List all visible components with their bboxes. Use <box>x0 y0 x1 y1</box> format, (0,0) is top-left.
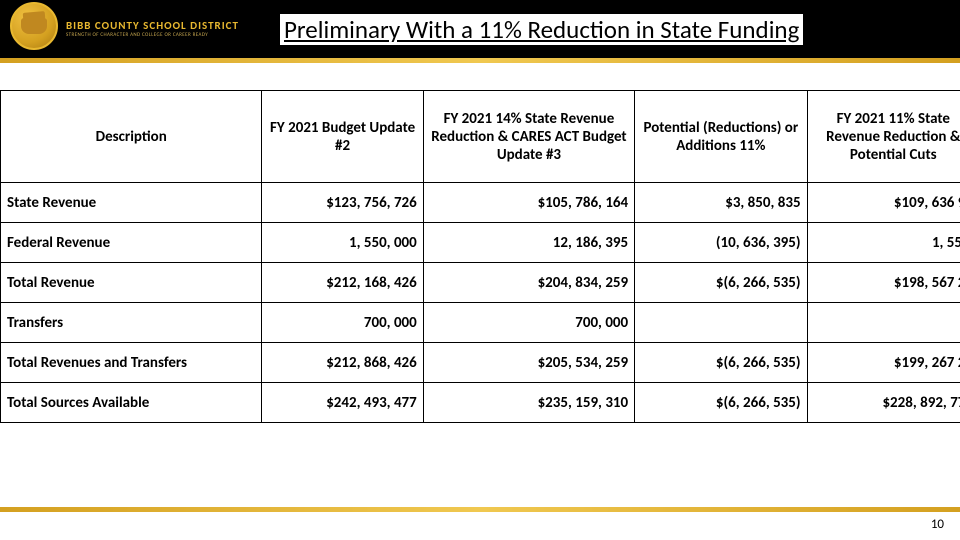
row-value: 1, 55 0 <box>807 223 960 263</box>
row-value: $212, 868, 426 <box>262 343 423 383</box>
budget-table: Description FY 2021 Budget Update #2 FY … <box>0 90 960 423</box>
row-description: Transfers <box>1 303 262 343</box>
col-budget-update-2: FY 2021 Budget Update #2 <box>262 91 423 183</box>
row-value: $(6, 266, 535) <box>635 263 807 303</box>
row-value: 1, 550, 000 <box>262 223 423 263</box>
row-description: Total Sources Available <box>1 383 262 423</box>
table-row: Federal Revenue1, 550, 00012, 186, 395(1… <box>1 223 960 263</box>
table-row: State Revenue$123, 756, 726$105, 786, 16… <box>1 183 960 223</box>
row-value: $228, 892, 775 <box>807 383 960 423</box>
row-description: Total Revenue <box>1 263 262 303</box>
col-description: Description <box>1 91 262 183</box>
row-value: $123, 756, 726 <box>262 183 423 223</box>
row-value: $235, 159, 310 <box>423 383 634 423</box>
col-budget-update-3: FY 2021 14% State Revenue Reduction & CA… <box>423 91 634 183</box>
row-value: $(6, 266, 535) <box>635 343 807 383</box>
district-name: BIBB COUNTY SCHOOL DISTRICT <box>66 20 239 31</box>
page-number: 10 <box>931 517 944 532</box>
row-value: $3, 850, 835 <box>635 183 807 223</box>
row-value: 700, 000 <box>262 303 423 343</box>
row-value: 12, 186, 395 <box>423 223 634 263</box>
row-value: $242, 493, 477 <box>262 383 423 423</box>
row-value <box>635 303 807 343</box>
logo: BIBB COUNTY SCHOOL DISTRICT STRENGTH OF … <box>0 8 239 50</box>
table-row: Total Revenues and Transfers$212, 868, 4… <box>1 343 960 383</box>
gold-divider-top <box>0 58 960 63</box>
logo-seal-icon <box>10 2 58 50</box>
table-row: Total Sources Available$242, 493, 477$23… <box>1 383 960 423</box>
col-potential-cuts: FY 2021 11% State Revenue Reduction & Po… <box>807 91 960 183</box>
gold-divider-bottom <box>0 507 960 512</box>
budget-table-wrap: Description FY 2021 Budget Update #2 FY … <box>0 90 960 423</box>
row-value: $198, 567 24 <box>807 263 960 303</box>
row-value: (10, 636, 395) <box>635 223 807 263</box>
row-value: $(6, 266, 535) <box>635 383 807 423</box>
row-value: $212, 168, 426 <box>262 263 423 303</box>
row-value: $105, 786, 164 <box>423 183 634 223</box>
table-row: Transfers700, 000700, 0000 <box>1 303 960 343</box>
row-value: $109, 636 99 <box>807 183 960 223</box>
col-potential: Potential (Reductions) or Additions 11% <box>635 91 807 183</box>
row-value: 700, 000 <box>423 303 634 343</box>
row-description: State Revenue <box>1 183 262 223</box>
row-value: $199, 267 24 <box>807 343 960 383</box>
row-description: Federal Revenue <box>1 223 262 263</box>
district-tagline: STRENGTH OF CHARACTER AND COLLEGE OR CAR… <box>66 33 239 38</box>
row-value: $204, 834, 259 <box>423 263 634 303</box>
row-value: 0 <box>807 303 960 343</box>
table-row: Total Revenue$212, 168, 426$204, 834, 25… <box>1 263 960 303</box>
row-description: Total Revenues and Transfers <box>1 343 262 383</box>
table-header-row: Description FY 2021 Budget Update #2 FY … <box>1 91 960 183</box>
row-value: $205, 534, 259 <box>423 343 634 383</box>
page-title: Preliminary With a 11% Reduction in Stat… <box>280 14 803 45</box>
